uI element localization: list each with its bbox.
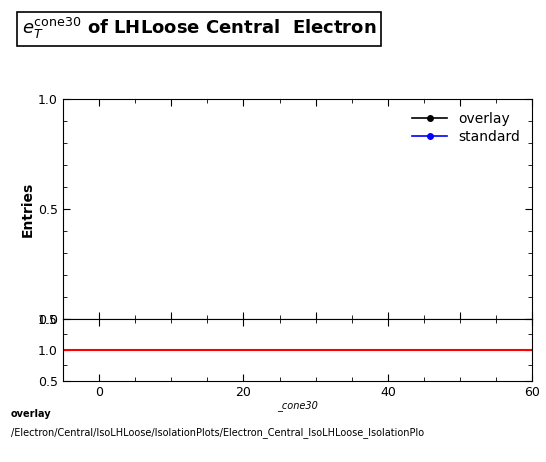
Y-axis label: Entries: Entries [21,181,35,237]
Text: overlay: overlay [11,409,51,419]
Legend: overlay, standard: overlay, standard [407,106,525,150]
Text: $e_T^{\rm cone30}$ of LHLoose Central  Electron: $e_T^{\rm cone30}$ of LHLoose Central El… [22,16,376,41]
Text: /Electron/Central/IsoLHLoose/IsolationPlots/Electron_Central_IsoLHLoose_Isolatio: /Electron/Central/IsoLHLoose/IsolationPl… [11,427,424,438]
X-axis label: _cone30: _cone30 [277,401,318,411]
